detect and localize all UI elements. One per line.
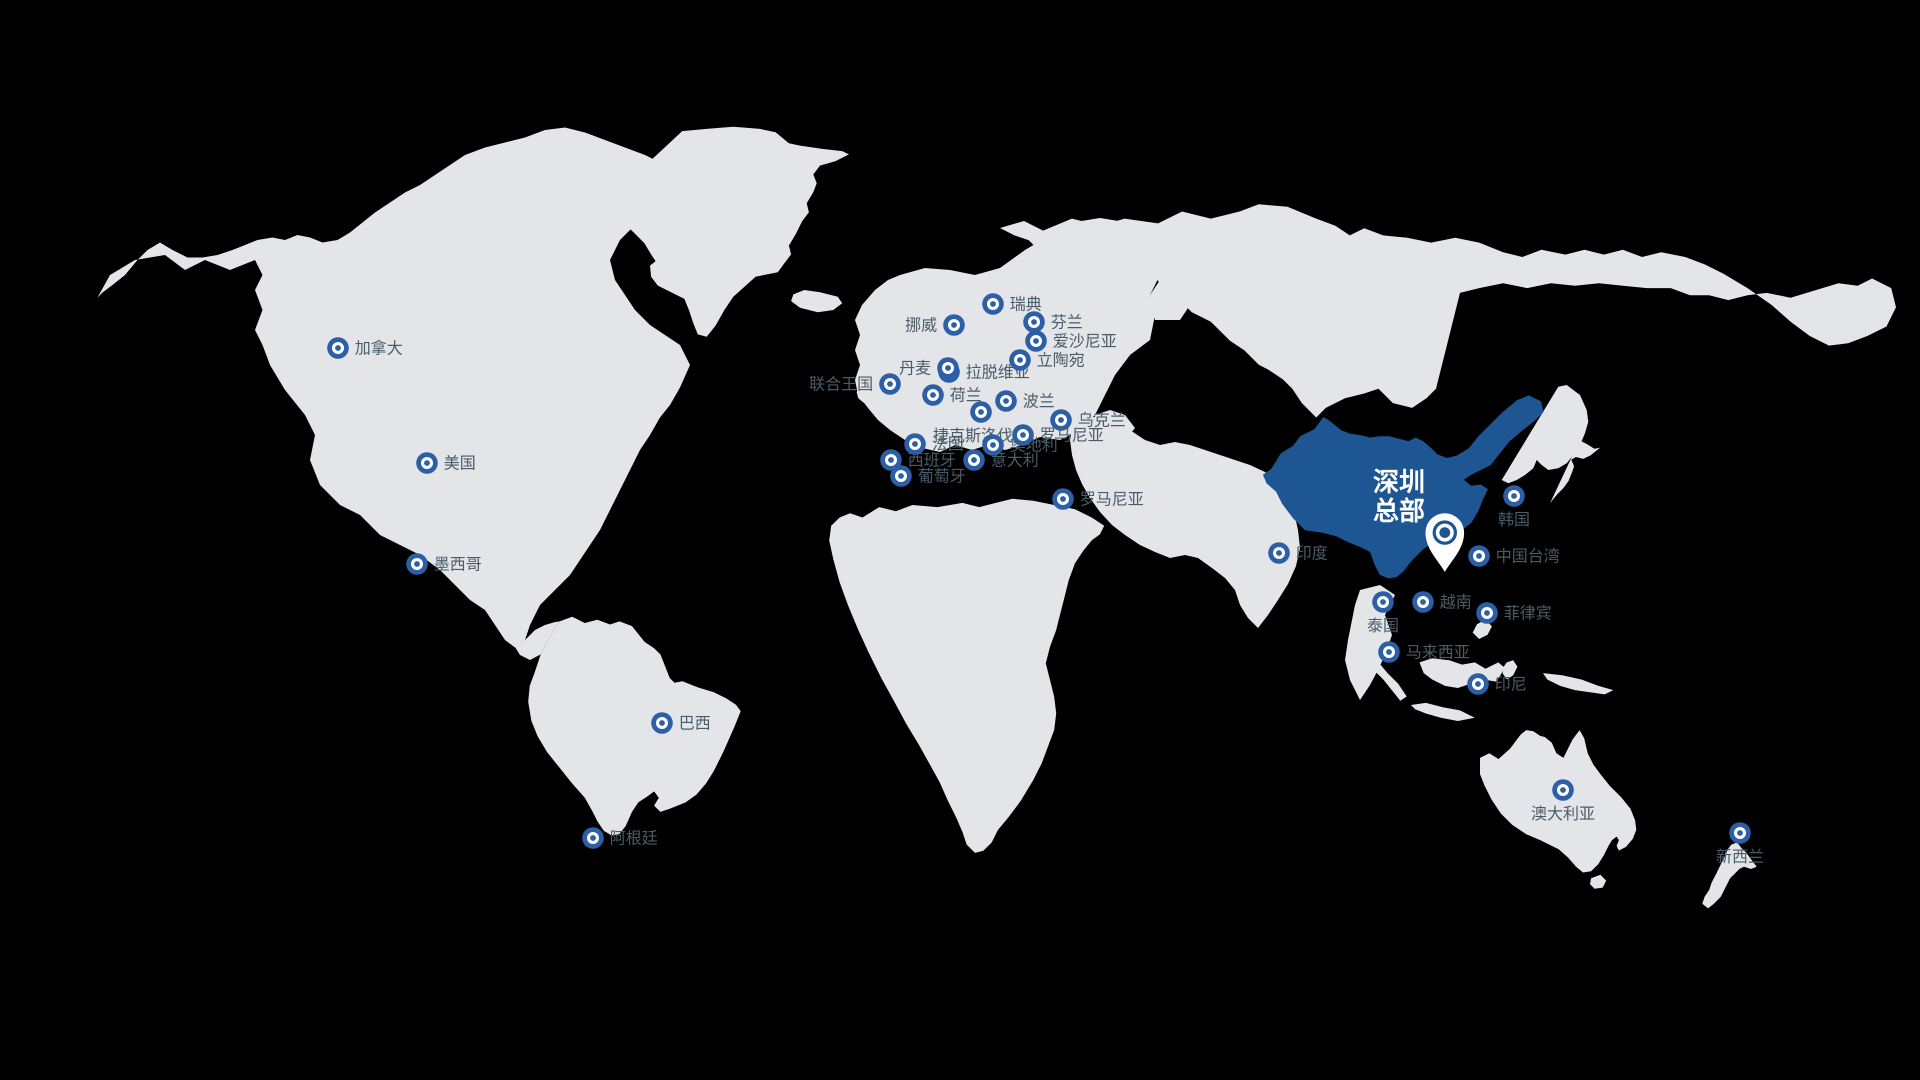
svg-text:阿根廷: 阿根廷 xyxy=(610,830,658,848)
svg-text:印度: 印度 xyxy=(1296,545,1328,563)
svg-text:越南: 越南 xyxy=(1440,594,1472,612)
svg-text:罗马尼亚: 罗马尼亚 xyxy=(1040,427,1104,445)
svg-text:荷兰: 荷兰 xyxy=(950,387,982,405)
svg-text:墨西哥: 墨西哥 xyxy=(434,557,482,574)
svg-text:菲律宾: 菲律宾 xyxy=(1504,605,1552,623)
svg-text:挪威: 挪威 xyxy=(905,317,937,335)
svg-text:波兰: 波兰 xyxy=(1023,393,1055,411)
svg-text:加拿大: 加拿大 xyxy=(355,339,403,358)
svg-text:罗马尼亚: 罗马尼亚 xyxy=(1080,491,1144,509)
svg-text:芬兰: 芬兰 xyxy=(1051,314,1083,332)
svg-text:中国台湾: 中国台湾 xyxy=(1496,548,1560,566)
svg-text:印尼: 印尼 xyxy=(1495,676,1527,694)
svg-text:总部: 总部 xyxy=(1373,496,1425,526)
svg-text:瑞典: 瑞典 xyxy=(1010,296,1042,314)
svg-text:爱沙尼亚: 爱沙尼亚 xyxy=(1053,333,1117,351)
svg-text:丹麦: 丹麦 xyxy=(899,360,931,378)
svg-text:马来西亚: 马来西亚 xyxy=(1406,644,1470,662)
svg-text:新西兰: 新西兰 xyxy=(1716,848,1764,866)
svg-text:联合王国: 联合王国 xyxy=(809,376,873,394)
svg-text:澳大利亚: 澳大利亚 xyxy=(1531,805,1595,823)
svg-text:立陶宛: 立陶宛 xyxy=(1037,352,1085,370)
svg-text:意大利: 意大利 xyxy=(991,451,1039,470)
svg-text:葡萄牙: 葡萄牙 xyxy=(918,468,966,486)
svg-text:深圳: 深圳 xyxy=(1373,467,1425,497)
svg-text:泰国: 泰国 xyxy=(1367,617,1399,635)
svg-text:韩国: 韩国 xyxy=(1498,511,1530,529)
svg-text:巴西: 巴西 xyxy=(679,716,711,733)
svg-text:法国: 法国 xyxy=(932,436,964,454)
svg-text:美国: 美国 xyxy=(444,455,476,473)
svg-text:西班牙: 西班牙 xyxy=(908,452,956,470)
